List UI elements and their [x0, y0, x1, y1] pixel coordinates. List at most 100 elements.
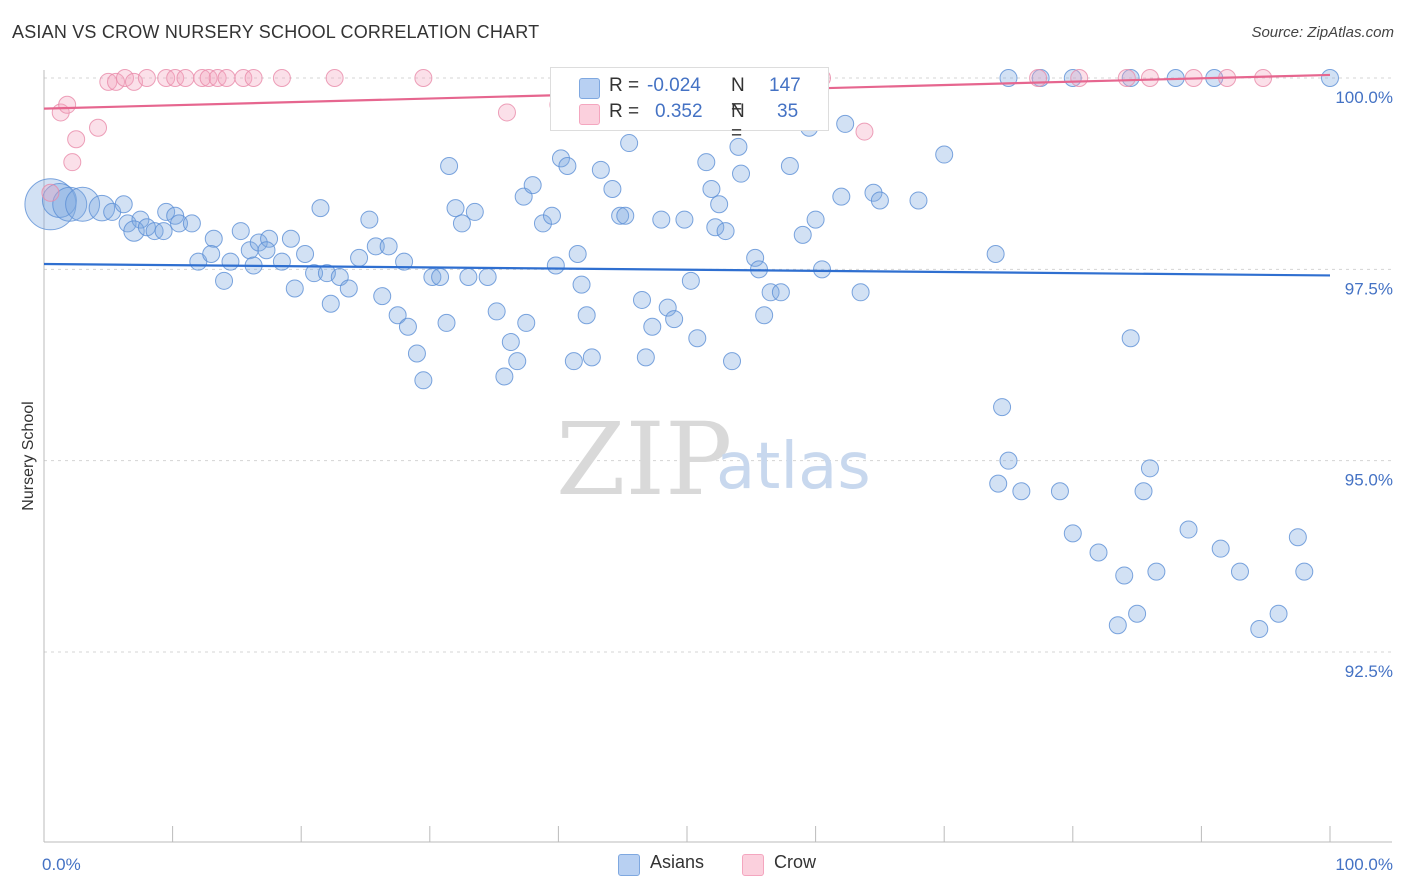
point-asians [398, 317, 417, 336]
point-asians [643, 317, 662, 336]
point-crow [137, 69, 156, 87]
point-asians [746, 248, 765, 267]
point-asians [1321, 69, 1339, 87]
point-asians [388, 306, 407, 325]
point-asians [296, 245, 315, 264]
point-asians [702, 179, 721, 198]
legend-swatch-asians [618, 854, 640, 876]
point-crow [63, 153, 82, 172]
legend-n-label: N = [731, 75, 745, 118]
point-asians [909, 191, 928, 210]
point-crow [199, 69, 218, 87]
point-asians [204, 229, 223, 248]
point-asians [636, 348, 655, 367]
legend-label-asians: Asians [650, 852, 705, 872]
point-asians [508, 352, 527, 371]
point-crow [1117, 69, 1136, 87]
point-asians [780, 157, 799, 176]
point-asians [1269, 604, 1288, 623]
point-asians [360, 210, 379, 229]
point-asians [305, 264, 324, 283]
point-crow [855, 122, 874, 141]
point-asians [495, 367, 514, 386]
point-asians [611, 206, 630, 225]
point-asians [558, 157, 577, 176]
point-asians [272, 252, 291, 271]
point-asians [459, 267, 478, 286]
legend-r-label: R = [609, 101, 640, 122]
point-asians [215, 271, 234, 290]
point-asians [675, 210, 694, 229]
point-asians [379, 237, 398, 256]
point-crow [176, 69, 195, 87]
point-crow [234, 69, 253, 87]
point-asians [350, 248, 369, 267]
y-tick-label: 95.0% [1345, 471, 1393, 490]
point-asians [658, 298, 677, 317]
point-asians [533, 214, 552, 233]
point-crow [99, 72, 118, 91]
point-asians [431, 267, 450, 286]
point-asians [465, 202, 484, 221]
point-asians [366, 237, 385, 256]
point-asians [373, 287, 392, 306]
point-crow [166, 69, 185, 87]
point-asians [1295, 562, 1314, 581]
point-asians [999, 451, 1018, 470]
point-asians [52, 186, 88, 222]
point-asians [414, 371, 433, 390]
correlation-legend: R = -0.024 N = 147 R = 0.352 N = 35 [550, 67, 829, 144]
legend-n-value: 35 [777, 101, 799, 122]
point-asians [1121, 329, 1140, 348]
point-asians [546, 256, 565, 275]
point-asians [182, 214, 201, 233]
point-asians [1063, 524, 1082, 543]
legend-r-value: 0.352 [655, 101, 703, 122]
legend-r-value: -0.024 [647, 75, 701, 96]
point-asians [395, 252, 414, 271]
point-asians [311, 199, 330, 218]
point-asians [732, 164, 751, 183]
point-asians [339, 279, 358, 298]
point-crow [497, 103, 516, 122]
x-tick-label: 0.0% [42, 855, 81, 874]
point-asians [478, 267, 497, 286]
point-asians [723, 352, 742, 371]
point-asians [688, 329, 707, 348]
point-asians [285, 279, 304, 298]
point-asians [665, 310, 684, 329]
point-crow [193, 69, 212, 87]
point-asians [993, 398, 1012, 417]
point-asians [755, 306, 774, 325]
point-asians [501, 333, 520, 352]
y-tick-label: 92.5% [1345, 662, 1393, 681]
point-asians [652, 210, 671, 229]
point-asians [793, 225, 812, 244]
point-crow [1070, 69, 1089, 87]
legend-swatch-asians [579, 78, 600, 99]
legend-swatch-crow [742, 854, 764, 876]
point-asians [1211, 539, 1230, 558]
point-asians [1134, 482, 1153, 501]
point-asians [123, 220, 145, 242]
y-tick-label: 97.5% [1345, 279, 1393, 298]
point-asians [452, 214, 471, 233]
point-asians [572, 275, 591, 294]
point-crow [67, 130, 86, 149]
point-asians [1108, 616, 1127, 635]
point-asians [154, 222, 173, 241]
point-asians [231, 222, 250, 241]
legend-r-label: R = [609, 75, 640, 96]
point-asians [989, 474, 1008, 493]
point-crow [89, 118, 108, 137]
point-asians [632, 290, 651, 309]
point-asians [591, 160, 610, 179]
point-asians [716, 222, 735, 241]
point-asians [870, 191, 889, 210]
point-asians [551, 149, 570, 168]
point-asians [170, 214, 189, 233]
point-asians [1140, 459, 1159, 478]
point-asians [157, 202, 176, 221]
point-crow [325, 69, 344, 87]
